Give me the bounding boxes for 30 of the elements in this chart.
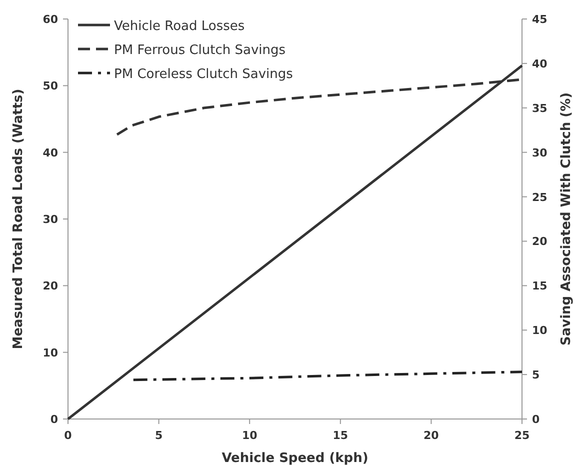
x-tick-label: 0 <box>64 429 72 442</box>
legend-label: PM Coreless Clutch Savings <box>114 67 294 82</box>
x-tick-label: 25 <box>514 429 530 442</box>
y2-tick-label: 20 <box>532 235 548 248</box>
y2-tick-label: 10 <box>532 324 548 338</box>
x-tick-label: 15 <box>332 429 348 442</box>
y-tick-label: 40 <box>42 146 58 160</box>
y-axis-title: Measured Total Road Loads (Watts) <box>11 88 26 350</box>
y-tick-label: 20 <box>42 280 58 293</box>
legend-label: PM Ferrous Clutch Savings <box>114 43 286 58</box>
y2-tick-label: 15 <box>532 280 548 293</box>
y2-tick-label: 45 <box>532 13 548 26</box>
legend-label: Vehicle Road Losses <box>114 19 245 34</box>
y-tick-label: 50 <box>42 80 58 93</box>
y-tick-label: 30 <box>42 213 58 226</box>
line-series <box>132 370 524 382</box>
y2-tick-label: 40 <box>532 57 548 70</box>
x-axis-title: Vehicle Speed (kph) <box>222 451 368 466</box>
y2-tick-label: 30 <box>532 146 548 160</box>
y-tick-label: 10 <box>42 346 58 360</box>
y2-tick-label: 25 <box>532 190 548 204</box>
y2-tick-label: 0 <box>532 413 540 426</box>
y2-tick-label: 35 <box>532 102 548 115</box>
x-tick-label: 20 <box>424 429 440 442</box>
y-tick-label: 60 <box>42 13 58 26</box>
y2-tick-label: 5 <box>532 368 540 382</box>
x-tick-label: 10 <box>242 429 258 442</box>
y-tick-label: 0 <box>50 413 58 426</box>
y2-axis-title: Saving Associated With Clutch (%) <box>559 92 574 346</box>
x-tick-label: 5 <box>154 429 163 442</box>
